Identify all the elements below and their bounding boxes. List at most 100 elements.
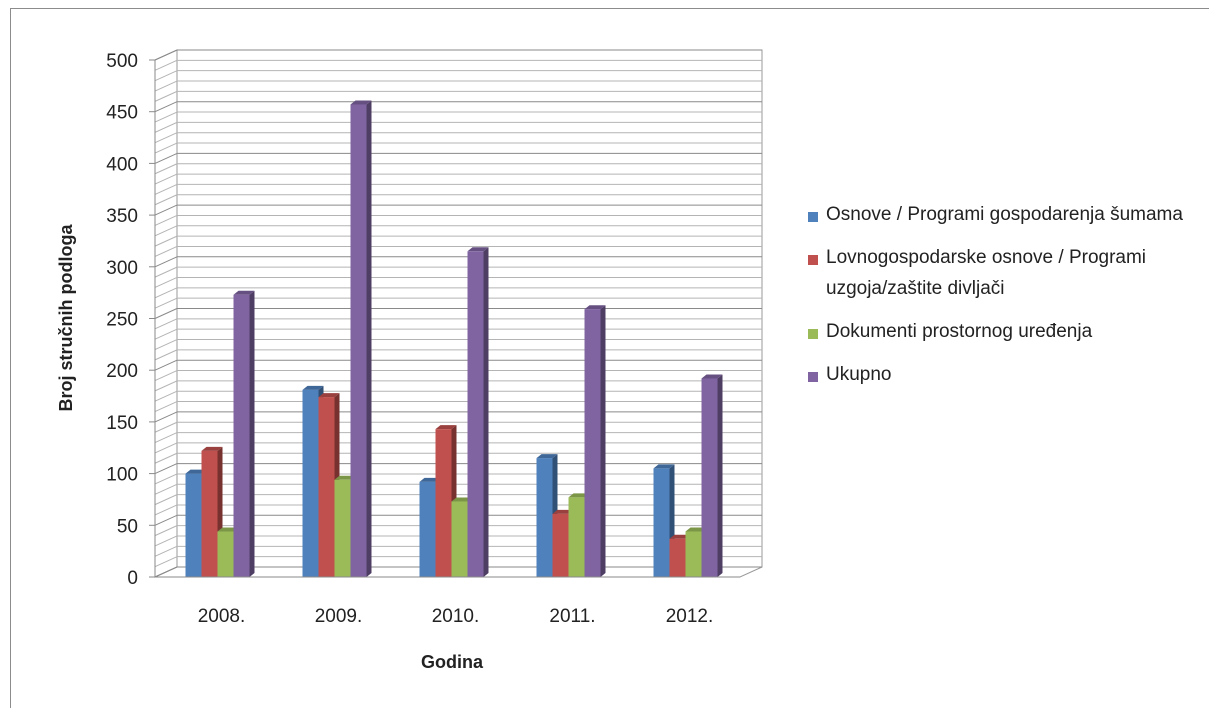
legend-label: Lovnogospodarske osnove / Programi uzgoj… xyxy=(826,247,1147,299)
y-tick-label: 100 xyxy=(106,465,138,486)
gridline-side xyxy=(154,473,178,485)
y-tick-label: 200 xyxy=(106,361,138,382)
gridline-side xyxy=(154,183,178,195)
bar-top xyxy=(451,497,473,502)
gridline-side xyxy=(154,328,178,340)
gridline-side xyxy=(154,359,178,371)
legend-label: Osnove / Programi gospodarenja šumama xyxy=(826,204,1183,225)
gridline-side xyxy=(154,411,178,423)
bar-top xyxy=(568,493,590,498)
bar-side xyxy=(717,374,723,577)
bar-front xyxy=(685,531,702,577)
bars xyxy=(185,100,723,578)
bar-front xyxy=(318,397,335,577)
legend-swatch xyxy=(808,329,818,339)
y-tick-label: 300 xyxy=(106,258,138,279)
y-tick-label: 150 xyxy=(106,413,138,434)
legend-swatch xyxy=(808,212,818,222)
gridline-side xyxy=(154,277,178,288)
gridline-side xyxy=(154,256,178,268)
bar-front xyxy=(435,429,452,577)
gridline-side xyxy=(154,308,178,319)
gridline-side xyxy=(154,318,178,330)
x-tick-label: 2012. xyxy=(666,606,714,627)
gridline-side xyxy=(154,287,178,299)
bar-top xyxy=(233,290,255,295)
legend: Osnove / Programi gospodarenja šumama Lo… xyxy=(808,204,1208,408)
bar xyxy=(584,305,606,577)
x-tick-label: 2010. xyxy=(432,606,480,627)
bar-front xyxy=(185,473,202,577)
gridline-side xyxy=(154,111,178,123)
gridline-side xyxy=(154,132,178,144)
bar-top xyxy=(536,454,558,459)
gridline-side xyxy=(154,390,178,402)
bar-top xyxy=(669,534,691,539)
gridline-side xyxy=(154,59,178,71)
legend-item-lovnogospodarske: Lovnogospodarske osnove / Programi uzgoj… xyxy=(808,247,1208,304)
bar-side xyxy=(366,100,372,577)
gridline-side xyxy=(154,525,178,537)
gridline-side xyxy=(154,452,178,464)
gridline-side xyxy=(154,545,178,557)
gridline-side xyxy=(154,266,178,278)
gridline-side xyxy=(154,556,178,568)
gridline-side xyxy=(154,432,178,444)
y-tick-label: 400 xyxy=(106,154,138,175)
bar-top xyxy=(653,464,675,469)
legend-item-dokumenti: Dokumenti prostornog uređenja xyxy=(808,321,1208,347)
bar-front xyxy=(653,468,670,577)
gridline-side xyxy=(154,101,178,113)
legend-swatch xyxy=(808,372,818,382)
bar-top xyxy=(302,385,324,390)
x-axis-title: Godina xyxy=(421,652,484,672)
y-tick-label: 450 xyxy=(106,103,138,124)
bar-top xyxy=(435,425,457,430)
gridline-side xyxy=(154,463,178,475)
bar-top xyxy=(552,509,574,514)
gridline-side xyxy=(154,514,178,526)
bar-front xyxy=(217,531,234,577)
bar-front xyxy=(350,104,367,577)
bar-top xyxy=(419,477,441,482)
gridline-side xyxy=(154,370,178,381)
gridline-side xyxy=(154,349,178,361)
bar-front xyxy=(302,389,319,577)
bar-front xyxy=(451,501,468,577)
gridline-side xyxy=(154,494,178,506)
bar-side xyxy=(483,247,489,578)
gridline-side xyxy=(154,442,178,454)
gridline-side xyxy=(154,401,178,413)
legend-swatch xyxy=(808,255,818,265)
bar-front xyxy=(536,458,553,577)
x-tick-labels: 2008. 2009. 2010. 2011. 2012. xyxy=(198,606,714,627)
bar-top xyxy=(467,247,489,252)
gridline-side xyxy=(154,483,178,495)
bar-front xyxy=(419,481,436,577)
legend-label: Ukupno xyxy=(826,364,892,385)
gridline-side xyxy=(154,173,178,185)
gridline-side xyxy=(154,80,178,92)
bar xyxy=(701,374,723,577)
bar xyxy=(233,290,255,577)
gridline-side xyxy=(154,566,178,578)
gridline-side xyxy=(154,90,178,102)
chart-frame xyxy=(10,8,1209,708)
bar-side xyxy=(249,290,255,577)
gridline-side xyxy=(154,194,178,206)
gridline-side xyxy=(154,380,178,392)
gridline-side xyxy=(154,225,178,237)
gridline-side xyxy=(154,504,178,516)
bar xyxy=(350,100,372,577)
bar-front xyxy=(568,497,585,577)
bar xyxy=(467,247,489,578)
bar-front xyxy=(201,450,218,577)
legend-item-osnove: Osnove / Programi gospodarenja šumama xyxy=(808,204,1208,230)
y-tick-labels: 0 50 100 150 200 250 300 350 400 450 500 xyxy=(106,51,155,589)
y-tick-label: 250 xyxy=(106,310,138,331)
y-axis-title: Broj stručnih podloga xyxy=(56,224,76,412)
gridline-side xyxy=(154,70,178,82)
bar-front xyxy=(584,309,601,577)
legend-item-ukupno: Ukupno xyxy=(808,364,1208,390)
bar-top xyxy=(701,374,723,379)
